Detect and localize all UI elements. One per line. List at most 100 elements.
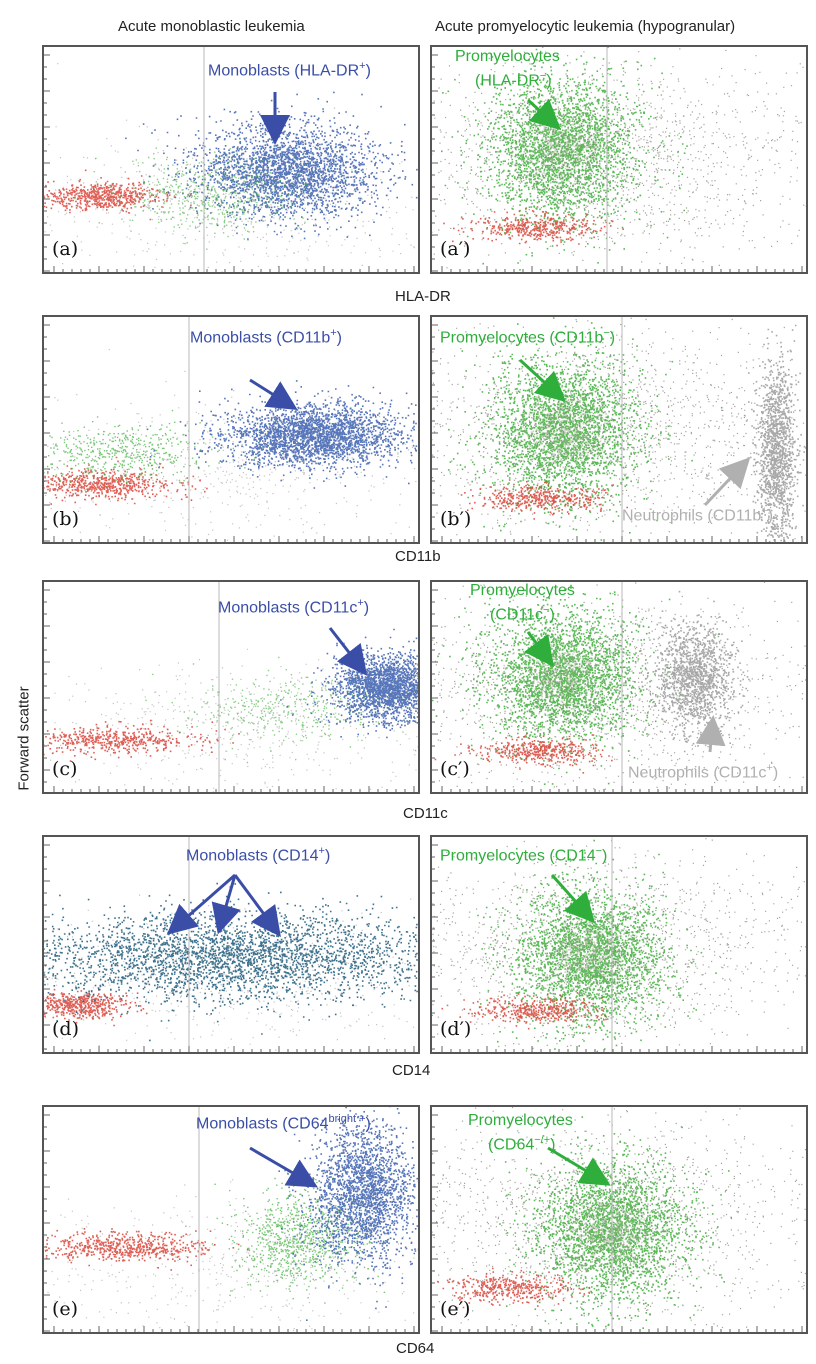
scatter-panel-right-4: (e′) [430,1105,808,1334]
scatter-population [434,732,613,774]
scatter-panel-left-3: (d) [42,835,420,1054]
scatter-population [44,169,192,221]
panel-label: (a) [52,238,79,260]
scatter-plot [44,582,418,792]
annotation-text: ) [365,62,371,80]
x-axis-label: CD64 [396,1340,435,1357]
scatter-population [44,1228,249,1271]
annotation-text: Monoblasts (CD64 [196,1115,329,1133]
annotation-superscript: + [357,597,364,609]
scatter-population [536,906,646,1014]
monoblast-annotation: Monoblasts (CD11c+) [218,597,369,617]
panel-label: (a′) [440,238,471,260]
annotation-text: Neutrophils (CD11c [628,764,767,782]
left-column-title: Acute monoblastic leukemia [118,18,305,35]
annotation-text: ) [772,764,779,782]
panel-label: (b) [52,508,79,530]
panel-label: (e) [52,1298,79,1320]
scatter-population [74,141,361,250]
scatter-panel-left-0: (a) [42,45,420,274]
annotation-superscript: + [359,60,366,72]
x-axis-label: CD11b [395,548,441,565]
annotation-superscript: + [766,762,773,774]
x-axis-label: CD14 [392,1062,431,1079]
annotation-text: (CD64 [488,1136,535,1154]
annotation-text: (HLA-DR [475,72,540,90]
annotation-superscript: + [761,505,768,517]
annotation-text: Neutrophils (CD11b [622,507,762,525]
scatter-population [447,317,723,541]
promyelocyte-annotation-line2: (CD11c−) [490,604,555,624]
promyelocyte-annotation: Promyelocytes (CD11b−) [440,327,615,347]
annotation-text: Monoblasts (CD11b [190,329,331,347]
annotation-text: Promyelocytes [455,48,560,65]
annotation-text: ) [546,72,552,90]
scatter-population [634,590,750,753]
scatter-population [44,882,418,1042]
promyelocyte-annotation-line2: (CD64−/+) [488,1134,555,1154]
promyelocyte-annotation-line1: Promyelocytes [470,582,575,600]
annotation-text: ) [550,1136,556,1154]
annotation-superscript: −/+ [534,1134,551,1146]
annotation-text: Promyelocytes (CD14 [440,847,596,865]
y-axis-label: Forward scatter [15,686,33,791]
monoblast-annotation: Monoblasts (CD11b+) [190,327,342,347]
scatter-plot [432,837,806,1052]
scatter-population [446,839,717,1052]
annotation-text: (CD11c [490,606,544,624]
scatter-population [146,380,418,489]
promyelocyte-annotation: Promyelocytes (CD14−) [440,845,607,865]
scatter-population [44,409,256,491]
scatter-population [437,1267,591,1309]
annotation-text: ) [324,847,331,865]
scatter-population [44,719,240,762]
monoblast-annotation: Monoblasts (CD14+) [186,845,330,865]
neutrophil-annotation: Neutrophils (CD11b+) [622,505,773,525]
panel-label: (d) [52,1018,79,1040]
annotation-text: ) [609,329,616,347]
scatter-plot [44,1107,418,1332]
annotation-text: Promyelocytes [470,582,575,599]
annotation-text: ) [363,599,370,617]
annotation-text: Monoblasts (HLA-DR [208,62,360,80]
annotation-superscript: − [543,604,550,616]
annotation-superscript: − [595,845,603,857]
right-column-title: Acute promyelocytic leukemia (hypogranul… [435,18,736,35]
scatter-population [460,479,628,520]
panel-label: (c) [52,758,78,780]
scatter-plot [44,317,418,542]
annotation-superscript: − [603,327,610,339]
scatter-panel-right-2: (c′) [430,580,808,794]
panel-label: (d′) [440,1018,472,1040]
scatter-population [745,324,806,542]
panel-label: (e′) [440,1298,471,1320]
annotation-text: Monoblasts (CD11c [218,599,358,617]
scatter-plot [432,317,806,542]
scatter-plot [432,1107,806,1332]
promyelocyte-annotation-line1: Promyelocytes [455,48,560,66]
scatter-plot [44,47,418,272]
annotation-text: Monoblasts (CD14 [186,847,319,865]
scatter-plot [432,582,806,792]
annotation-text: ) [336,329,342,347]
annotation-text: Promyelocytes (CD11b [440,329,604,347]
scatter-panel-left-1: (b) [42,315,420,544]
scatter-plot [432,47,806,272]
scatter-panel-right-3: (d′) [430,835,808,1054]
annotation-text: Promyelocytes [468,1112,573,1129]
panel-label: (c′) [440,758,470,780]
scatter-population [551,1181,674,1284]
neutrophil-annotation: Neutrophils (CD11c+) [628,762,778,782]
scatter-plot [44,837,418,1052]
scatter-population [441,992,607,1030]
annotation-text: ) [602,847,608,865]
scatter-population [44,456,208,506]
annotation-text: ) [365,1115,371,1133]
annotation-superscript: + [330,327,337,339]
scatter-population [516,93,617,209]
monoblast-annotation: Monoblasts (HLA-DR+) [208,60,371,80]
annotation-superscript: bright + [328,1113,366,1125]
scatter-population [44,988,148,1027]
scatter-panel-left-2: (c) [42,580,420,794]
x-axis-label: CD11c [403,805,448,822]
